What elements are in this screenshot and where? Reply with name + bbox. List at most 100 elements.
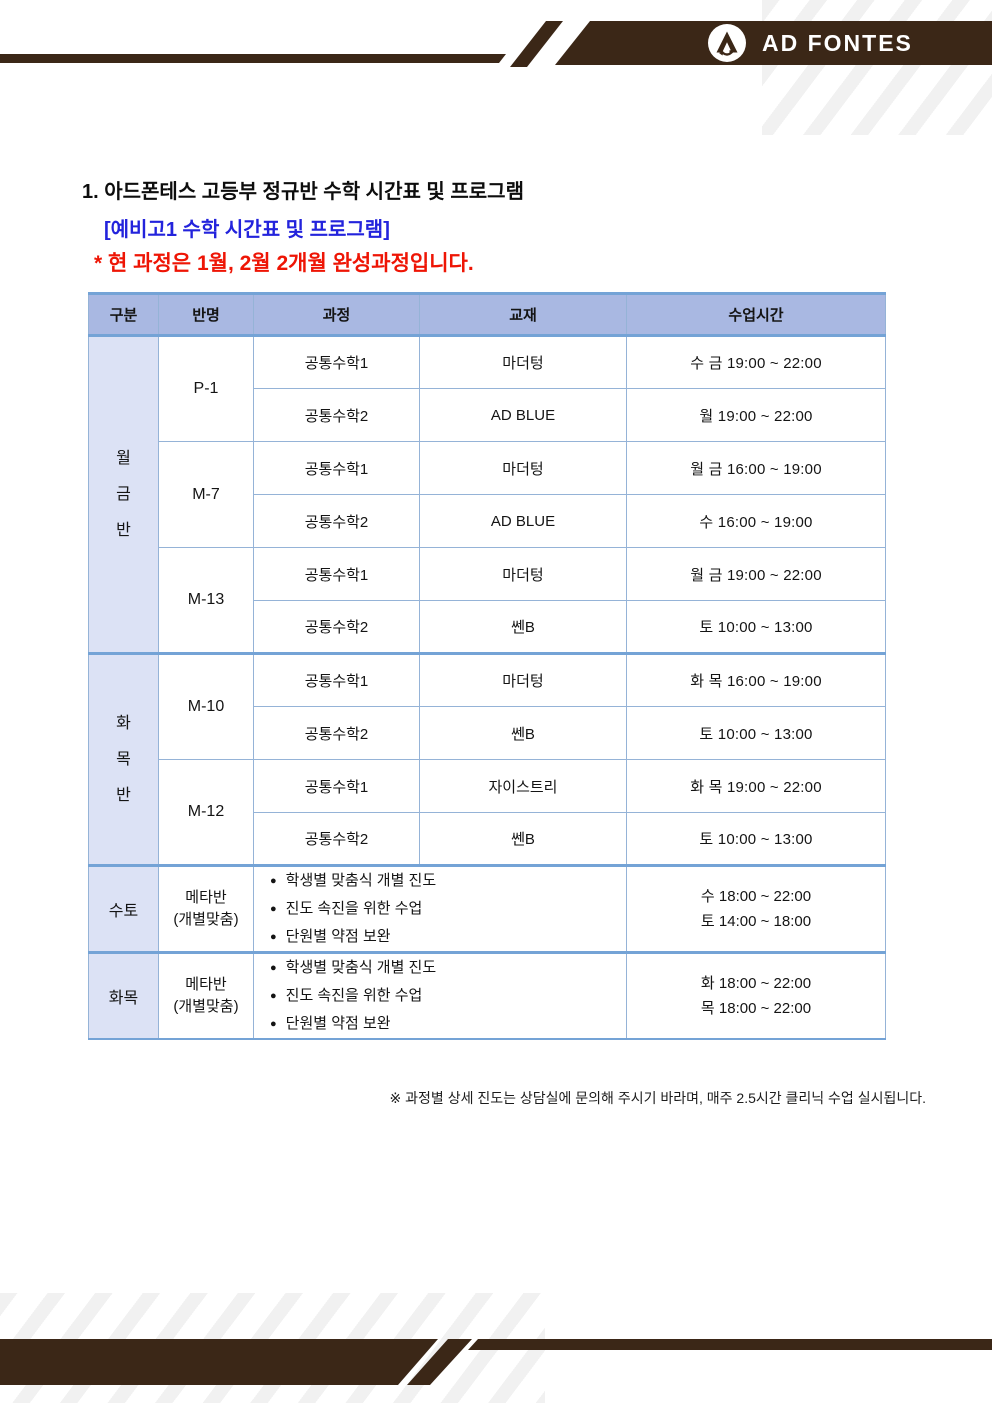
table-row: M-13 공통수학1 마더텅 월 금 19:00 ~ 22:00 xyxy=(89,547,886,654)
footnote-text: ※ 과정별 상세 진도는 상담실에 문의해 주시기 바라며, 매주 2.5시간 … xyxy=(389,1090,926,1106)
time-cell: 토 10:00 ~ 13:00 xyxy=(626,812,886,866)
bullet-label: 학생별 맞춤식 개별 진도 xyxy=(285,872,437,889)
bullet-item: ● 진도 속진을 위한 수업 xyxy=(270,895,626,923)
book-cell: 마더텅 xyxy=(419,334,627,389)
bottom-bar-left xyxy=(0,1339,438,1385)
time-cell: 수 18:00 ~ 22:00 토 14:00 ~ 18:00 xyxy=(626,864,886,953)
table-row: M-12 공통수학1 자이스트리 화 목 19:00 ~ 22:00 xyxy=(89,759,886,866)
bullet-item: ● 진도 속진을 위한 수업 xyxy=(270,982,626,1010)
column-header-course: 과정 xyxy=(253,292,420,337)
bullet-icon: ● xyxy=(270,931,277,943)
table-header-row: 구분 반명 과정 교재 수업시간 xyxy=(88,292,886,337)
column-header-group: 구분 xyxy=(88,292,159,337)
timetable-table: 구분 반명 과정 교재 수업시간 월 금 반 P-1 공통수학1 마더텅 수 금 19:00… xyxy=(88,292,886,1040)
time-cell: 월 19:00 ~ 22:00 xyxy=(626,388,886,442)
bullet-label: 학생별 맞춤식 개별 진도 xyxy=(285,959,437,976)
time-cell: 화 18:00 ~ 22:00 목 18:00 ~ 22:00 xyxy=(626,951,886,1040)
book-cell: 마더텅 xyxy=(419,441,627,495)
book-cell: 자이스트리 xyxy=(419,759,627,813)
bullet-item: ● 단원별 약점 보완 xyxy=(270,1010,626,1038)
diagonal-stripe-texture-top xyxy=(762,0,992,135)
bullet-label: 단원별 약점 보완 xyxy=(285,1015,391,1032)
class-name-cell: 메타반 (개별맞춤) xyxy=(158,951,254,1040)
class-name-sublabel: (개별맞춤) xyxy=(173,998,239,1015)
time-line: 수 18:00 ~ 22:00 xyxy=(700,888,812,905)
class-name-label: 메타반 xyxy=(185,976,227,993)
notice-text: * 현 과정은 1월, 2월 2개월 완성과정입니다. xyxy=(94,252,474,275)
class-name-cell: P-1 xyxy=(158,334,254,442)
table-row: 월 금 반 P-1 공통수학1 마더텅 수 금 19:00 ~ 22:00 xyxy=(88,334,886,654)
time-line: 토 14:00 ~ 18:00 xyxy=(700,913,812,930)
bullet-label: 진도 속진을 위한 수업 xyxy=(285,987,423,1004)
bullet-item: ● 단원별 약점 보완 xyxy=(270,923,626,951)
table-row: 공통수학2 AD BLUE 월 19:00 ~ 22:00 xyxy=(89,388,886,442)
bullet-icon: ● xyxy=(270,875,277,887)
group-char: 목 xyxy=(116,750,131,768)
course-cell: 공통수학2 xyxy=(253,600,420,654)
time-cell: 월 금 16:00 ~ 19:00 xyxy=(626,441,886,495)
time-line: 목 18:00 ~ 22:00 xyxy=(700,1000,812,1017)
bullet-icon: ● xyxy=(270,962,277,974)
table-row: 화목 메타반 (개별맞춤) ● 학생별 맞춤식 개별 진도 ● 진도 속진을 위한 수업 ● 단… xyxy=(88,951,886,1040)
table-row: 공통수학2 쎈B 토 10:00 ~ 13:00 xyxy=(89,812,886,866)
brand-wordmark: AD FONTES xyxy=(762,30,913,56)
group-char: 반 xyxy=(116,521,131,539)
bullet-label: 진도 속진을 위한 수업 xyxy=(285,900,423,917)
time-cell: 화 목 16:00 ~ 19:00 xyxy=(626,652,886,707)
time-cell: 화 목 19:00 ~ 22:00 xyxy=(626,759,886,813)
group-char: 반 xyxy=(116,786,131,804)
course-cell: 공통수학1 xyxy=(253,334,420,389)
class-name-sublabel: (개별맞춤) xyxy=(173,911,239,928)
group-char: 월 xyxy=(116,449,131,467)
timetable-body: 월 금 반 P-1 공통수학1 마더텅 수 금 19:00 ~ 22:00 공통수학2 AD B… xyxy=(88,334,886,1040)
time-cell: 수 금 19:00 ~ 22:00 xyxy=(626,334,886,389)
column-header-book: 교재 xyxy=(419,292,627,337)
table-row: 화 목 반 M-10 공통수학1 마더텅 화 목 16:00 ~ 19:00 xyxy=(88,652,886,866)
table-row: 공통수학2 AD BLUE 수 16:00 ~ 19:00 xyxy=(89,494,886,548)
course-cell: 공통수학2 xyxy=(253,388,420,442)
course-cell: 공통수학2 xyxy=(253,812,420,866)
course-cell: 공통수학2 xyxy=(253,494,420,548)
course-cell: 공통수학1 xyxy=(253,759,420,813)
class-name-cell: 메타반 (개별맞춤) xyxy=(158,864,254,953)
course-cell: 공통수학1 xyxy=(253,441,420,495)
course-cell: 공통수학1 xyxy=(253,652,420,707)
bullet-item: ● 학생별 맞춤식 개별 진도 xyxy=(270,954,626,982)
group-cell: 화목 xyxy=(88,951,159,1040)
table-row: 공통수학2 쎈B 토 10:00 ~ 13:00 xyxy=(89,600,886,654)
book-cell: 마더텅 xyxy=(419,652,627,707)
ad-fontes-logo-icon xyxy=(708,24,746,62)
top-rule-bar xyxy=(0,54,506,63)
table-row: M-7 공통수학1 마더텅 월 금 16:00 ~ 19:00 xyxy=(89,441,886,548)
time-cell: 토 10:00 ~ 13:00 xyxy=(626,706,886,760)
time-line: 화 18:00 ~ 22:00 xyxy=(700,975,812,992)
page-title: 1. 아드폰테스 고등부 정규반 수학 시간표 및 프로그램 xyxy=(82,181,524,203)
timetable: 구분 반명 과정 교재 수업시간 월 금 반 P-1 공통수학1 마더텅 수 금 19:00… xyxy=(88,292,886,1040)
book-cell: 마더텅 xyxy=(419,547,627,601)
time-lines: 화 18:00 ~ 22:00 목 18:00 ~ 22:00 xyxy=(701,971,811,1021)
program-bullets-cell: ● 학생별 맞춤식 개별 진도 ● 진도 속진을 위한 수업 ● 단원별 약점 보완 xyxy=(253,864,627,953)
time-cell: 수 16:00 ~ 19:00 xyxy=(626,494,886,548)
brand-header-bar: AD FONTES xyxy=(555,21,992,65)
table-row: 공통수학2 쎈B 토 10:00 ~ 13:00 xyxy=(89,706,886,760)
course-cell: 공통수학1 xyxy=(253,547,420,601)
book-cell: AD BLUE xyxy=(419,388,627,442)
column-header-time: 수업시간 xyxy=(626,292,886,337)
class-name-cell: M-7 xyxy=(158,441,254,548)
bullet-icon: ● xyxy=(270,903,277,915)
time-cell: 토 10:00 ~ 13:00 xyxy=(626,600,886,654)
page-subtitle: [예비고1 수학 시간표 및 프로그램] xyxy=(104,219,390,241)
group-char: 금 xyxy=(116,485,131,503)
course-cell: 공통수학2 xyxy=(253,706,420,760)
bullet-icon: ● xyxy=(270,990,277,1002)
bullet-item: ● 학생별 맞춤식 개별 진도 xyxy=(270,867,626,895)
group-cell: 수토 xyxy=(88,864,159,953)
class-name-cell: M-12 xyxy=(158,759,254,866)
group-char: 화 xyxy=(116,714,131,732)
top-slash-shape xyxy=(510,21,563,67)
book-cell: AD BLUE xyxy=(419,494,627,548)
table-row: 수토 메타반 (개별맞춤) ● 학생별 맞춤식 개별 진도 ● 진도 속진을 위한 수업 ● 단… xyxy=(88,864,886,953)
book-cell: 쎈B xyxy=(419,812,627,866)
